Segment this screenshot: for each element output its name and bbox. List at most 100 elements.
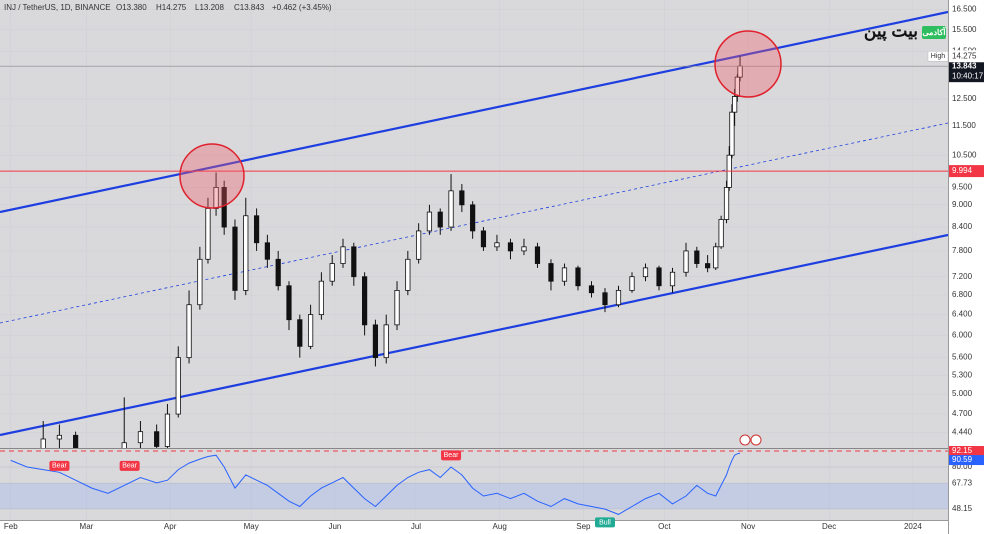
- high-marker-label: 14.275: [952, 51, 977, 60]
- y-tick-label: 7.800: [952, 246, 973, 255]
- highlight-circle: [714, 30, 782, 98]
- candle-body: [56, 434, 63, 440]
- y-tick-label: 12.500: [952, 94, 977, 103]
- rsi-current-bg: [949, 455, 984, 466]
- x-tick-label: 2024: [904, 522, 922, 531]
- rsi-current-label: 90.59: [952, 455, 973, 464]
- price-pane: [0, 10, 948, 448]
- candle-body: [729, 111, 735, 156]
- y-tick-label: 6.800: [952, 290, 973, 299]
- candle-body: [416, 230, 422, 260]
- signal-label-bg: [594, 517, 615, 528]
- candle-body: [615, 290, 622, 306]
- candle-body: [669, 271, 676, 287]
- y-tick-label: 5.600: [952, 353, 973, 362]
- watermark-brand: بیت پین: [864, 21, 918, 41]
- event-icon: [739, 434, 751, 446]
- candle-body: [683, 250, 689, 273]
- legend-close: C13.843: [234, 3, 265, 12]
- candle-body: [297, 319, 303, 347]
- candle-body: [340, 246, 346, 264]
- candle-body: [307, 314, 314, 347]
- overbought-label-bg: [949, 446, 984, 457]
- legend-high: H14.275: [156, 3, 187, 12]
- candle-body: [73, 434, 79, 448]
- candle-body: [405, 258, 411, 291]
- candle-body: [40, 438, 46, 448]
- candle-body: [534, 246, 541, 264]
- time-axis: [0, 520, 948, 534]
- x-tick-label: Feb: [4, 522, 18, 531]
- candle-body: [175, 357, 181, 415]
- candle-body: [232, 226, 238, 291]
- candle-body: [642, 267, 649, 278]
- y-tick-label: 5.300: [952, 370, 973, 379]
- candle-body: [221, 187, 227, 228]
- candle-body: [561, 267, 568, 282]
- x-tick-label: Dec: [822, 522, 836, 531]
- candle-body: [264, 242, 270, 260]
- candle-body: [351, 246, 357, 278]
- legend-open: O13.380: [116, 3, 147, 12]
- candle-body: [656, 267, 662, 287]
- candle-body: [383, 324, 389, 359]
- signal-label-bg: [49, 460, 70, 471]
- y-tick-label: 8.400: [952, 222, 973, 231]
- y-tick-label: 5.000: [952, 389, 973, 398]
- candle-body: [575, 267, 581, 287]
- y-tick-label: 4.700: [952, 409, 973, 418]
- candle-body: [318, 280, 325, 316]
- candle-body: [734, 76, 740, 97]
- candle-body: [507, 242, 514, 252]
- candle-body: [480, 230, 487, 248]
- watermark-tag-bg: [922, 26, 946, 39]
- candle-body: [448, 190, 454, 228]
- rsi-tick-label: 80.00: [952, 462, 973, 471]
- channel-lower: [0, 233, 948, 437]
- candle-body: [629, 276, 635, 291]
- signal-label-text: Bear: [122, 463, 137, 470]
- signal-label-bg: [441, 450, 462, 461]
- candle-body: [137, 431, 144, 444]
- channel-upper: [0, 10, 948, 214]
- x-tick-label: Jun: [328, 522, 341, 531]
- y-tick-label: 9.500: [952, 183, 973, 192]
- event-icon: [750, 434, 762, 446]
- y-tick-label: 6.000: [952, 331, 973, 340]
- candle-body: [459, 190, 465, 206]
- candle-body: [186, 304, 192, 359]
- candle-body: [521, 246, 527, 252]
- signal-label: Bull: [594, 517, 615, 528]
- price-line-label-bg: [949, 165, 984, 178]
- candle-body: [394, 290, 400, 326]
- y-tick-label: 11.500: [952, 121, 976, 130]
- x-tick-label: May: [244, 522, 259, 531]
- price-line-label: 9.994: [952, 166, 973, 175]
- candle-body: [437, 211, 443, 228]
- candle-body: [426, 211, 433, 232]
- y-tick-label: 6.400: [952, 310, 973, 319]
- last-price-bg: [949, 60, 984, 83]
- candle-body: [588, 285, 595, 294]
- candle-body: [275, 258, 281, 287]
- high-marker-name: High: [931, 53, 946, 60]
- rsi-line: [10, 452, 741, 515]
- candle-body: [713, 246, 719, 269]
- legend-change: +0.462 (+3.45%): [272, 3, 332, 12]
- x-tick-label: Sep: [576, 522, 591, 531]
- rsi-band: [0, 483, 948, 509]
- y-tick-label: 9.000: [952, 200, 973, 209]
- candle-body: [694, 250, 700, 264]
- y-tick-label: 7.200: [952, 272, 973, 281]
- candle-body: [602, 292, 608, 306]
- x-tick-label: Apr: [164, 522, 177, 531]
- signal-label-text: Bear: [444, 452, 459, 459]
- y-tick-label: 4.440: [952, 428, 973, 437]
- candle-body: [470, 204, 476, 232]
- signal-label: Bear: [49, 460, 70, 471]
- legend-low: L13.208: [195, 3, 224, 12]
- candle-body: [243, 215, 249, 291]
- candle-body: [329, 263, 335, 282]
- signal-label: Bear: [441, 450, 462, 461]
